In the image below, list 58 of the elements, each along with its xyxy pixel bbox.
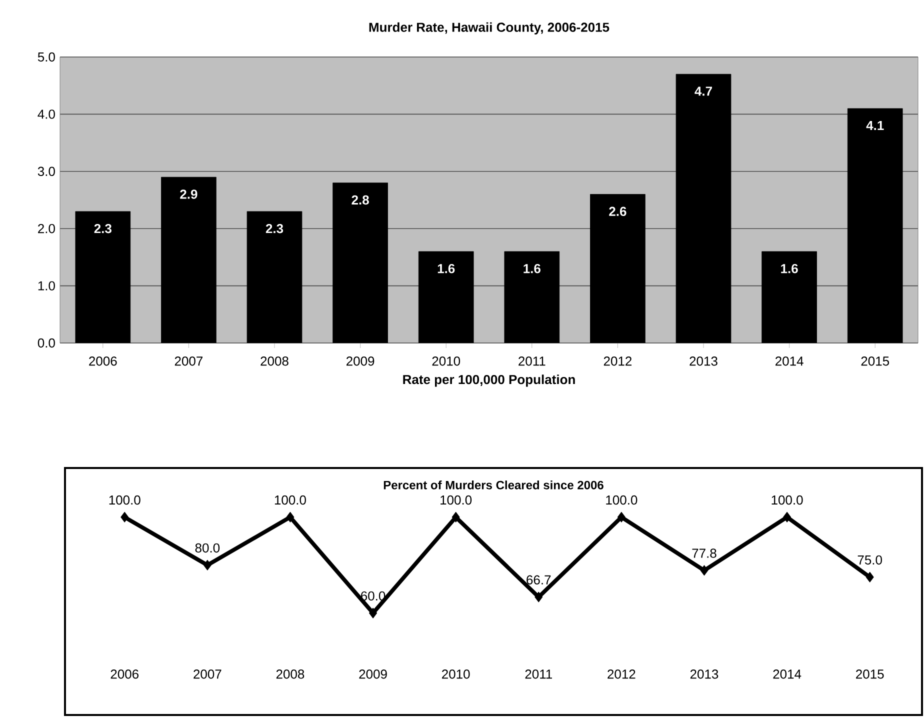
point bbox=[783, 512, 792, 522]
y-tick-label: 0.0 bbox=[38, 338, 55, 348]
x-tick-label: 2010 bbox=[442, 670, 470, 679]
y-tick-label: 5.0 bbox=[38, 52, 55, 62]
data-label: 100.0 bbox=[772, 495, 803, 505]
x-tick-label: 2011 bbox=[518, 356, 546, 366]
chart-title: Murder Rate, Hawaii County, 2006-2015 bbox=[369, 22, 610, 34]
data-label: 1.6 bbox=[438, 264, 455, 274]
point bbox=[286, 512, 294, 522]
x-tick-label: 2007 bbox=[174, 356, 202, 366]
x-tick-label: 2007 bbox=[194, 670, 222, 679]
y-tick-label: 1.0 bbox=[38, 281, 55, 290]
x-tick-label: 2010 bbox=[432, 356, 460, 366]
data-label: 4.1 bbox=[866, 121, 884, 130]
data-label: 2.3 bbox=[266, 224, 284, 234]
point bbox=[452, 512, 460, 522]
x-tick-label: 2006 bbox=[110, 670, 139, 679]
x-tick-label: 2013 bbox=[690, 670, 718, 679]
point bbox=[369, 608, 378, 618]
point bbox=[617, 512, 626, 522]
data-label: 100.0 bbox=[109, 495, 140, 505]
data-label: 4.7 bbox=[694, 86, 712, 96]
data-label: 2.8 bbox=[352, 195, 369, 205]
data-label: 100.0 bbox=[440, 495, 472, 505]
point bbox=[120, 512, 129, 522]
data-label: 77.8 bbox=[692, 548, 716, 558]
x-tick-label: 2014 bbox=[773, 670, 802, 679]
data-label: 75.0 bbox=[858, 555, 882, 565]
data-label: 100.0 bbox=[274, 495, 306, 505]
point bbox=[700, 565, 708, 576]
y-tick-label: 3.0 bbox=[38, 166, 55, 176]
data-label: 80.0 bbox=[195, 543, 220, 553]
x-tick-label: 2012 bbox=[604, 356, 632, 366]
point bbox=[866, 572, 874, 582]
data-label: 2.3 bbox=[94, 224, 112, 234]
data-label: 2.9 bbox=[180, 190, 198, 199]
x-tick-label: 2014 bbox=[776, 356, 804, 366]
y-tick-label: 4.0 bbox=[38, 110, 55, 119]
data-label: 66.7 bbox=[526, 575, 551, 584]
x-axis-title: Rate per 100,000 Population bbox=[403, 374, 575, 387]
y-tick-label: 2.0 bbox=[38, 224, 55, 234]
x-tick-label: 2006 bbox=[89, 356, 117, 366]
chart-title: Percent of Murders Cleared since 2006 bbox=[384, 480, 604, 490]
point bbox=[534, 592, 543, 602]
x-tick-label: 2013 bbox=[690, 356, 718, 366]
data-label: 2.6 bbox=[609, 206, 626, 216]
x-tick-label: 2011 bbox=[525, 670, 552, 679]
x-tick-label: 2015 bbox=[861, 356, 890, 366]
point bbox=[203, 560, 212, 570]
data-label: 1.6 bbox=[781, 264, 798, 274]
x-tick-label: 2015 bbox=[856, 670, 884, 679]
x-tick-label: 2008 bbox=[260, 356, 288, 366]
data-label: 1.6 bbox=[524, 264, 540, 274]
x-tick-label: 2009 bbox=[346, 356, 374, 366]
x-tick-label: 2009 bbox=[359, 670, 387, 679]
x-tick-label: 2012 bbox=[608, 670, 636, 679]
x-tick-label: 2008 bbox=[276, 670, 304, 679]
data-label: 100.0 bbox=[606, 495, 638, 505]
